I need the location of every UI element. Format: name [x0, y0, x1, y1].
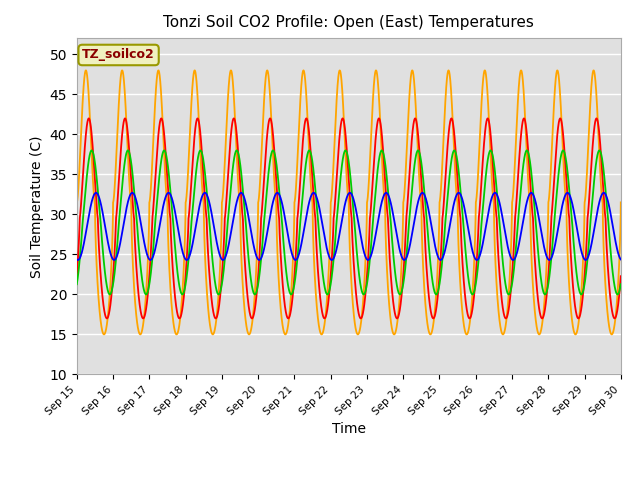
Text: TZ_soilco2: TZ_soilco2 — [82, 48, 155, 61]
Title: Tonzi Soil CO2 Profile: Open (East) Temperatures: Tonzi Soil CO2 Profile: Open (East) Temp… — [163, 15, 534, 30]
X-axis label: Time: Time — [332, 422, 366, 436]
Y-axis label: Soil Temperature (C): Soil Temperature (C) — [30, 135, 44, 277]
